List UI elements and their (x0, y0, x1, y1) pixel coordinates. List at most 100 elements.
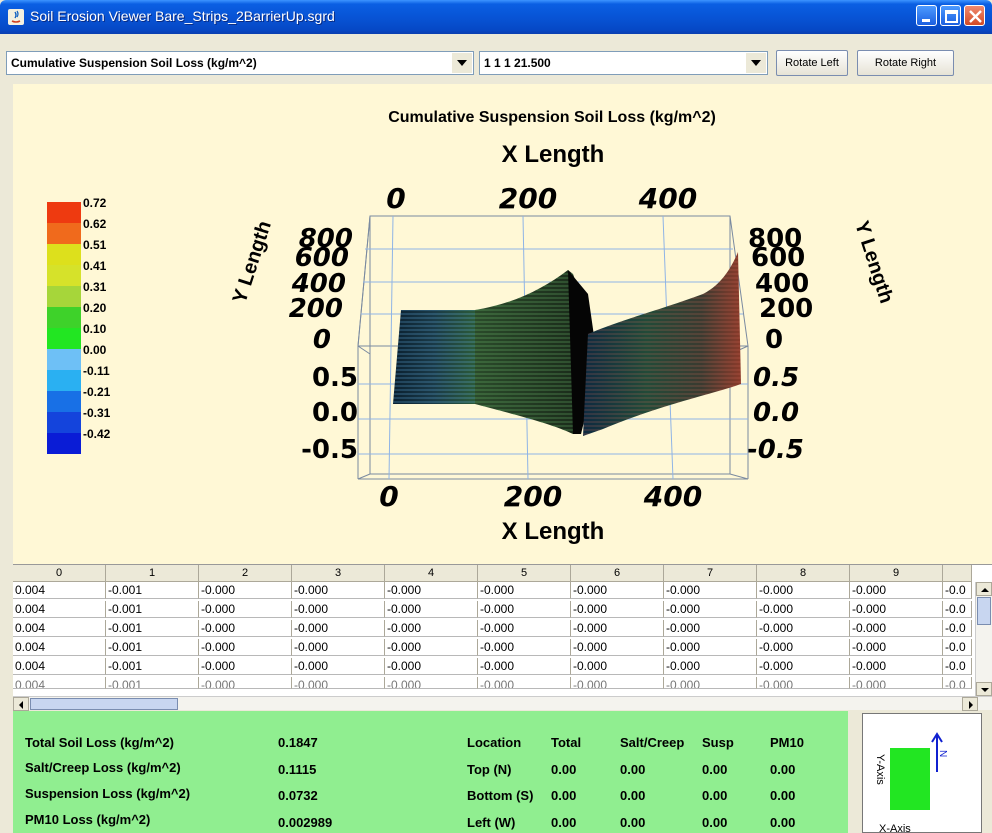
table-cell[interactable]: -0.001 (106, 658, 199, 675)
table-cell[interactable]: -0.000 (571, 639, 664, 656)
column-header[interactable]: 2 (199, 565, 292, 582)
table-cell[interactable]: -0.000 (292, 582, 385, 599)
table-cell[interactable]: -0.000 (385, 658, 478, 675)
table-cell[interactable]: -0.000 (571, 601, 664, 618)
table-cell[interactable]: -0.000 (199, 677, 292, 689)
table-cell[interactable]: -0.000 (757, 620, 850, 637)
table-cell[interactable]: -0.000 (385, 582, 478, 599)
table-cell[interactable]: -0.000 (199, 582, 292, 599)
time-select[interactable]: 1 1 1 21.500 (479, 51, 768, 75)
table-cell[interactable]: -0.000 (292, 620, 385, 637)
table-cell[interactable]: -0.000 (478, 639, 571, 656)
table-cell[interactable]: -0.000 (757, 639, 850, 656)
variable-select[interactable]: Cumulative Suspension Soil Loss (kg/m^2) (6, 51, 474, 75)
table-cell[interactable]: -0.0 (943, 639, 972, 656)
scroll-right-button[interactable] (962, 697, 978, 711)
table-cell[interactable]: -0.000 (571, 620, 664, 637)
table-cell[interactable]: -0.0 (943, 601, 972, 618)
table-cell[interactable]: -0.000 (664, 601, 757, 618)
table-cell[interactable]: -0.000 (292, 658, 385, 675)
table-cell[interactable]: -0.000 (478, 677, 571, 689)
surface-plot[interactable]: Cumulative Suspension Soil Loss (kg/m^2)… (13, 84, 992, 564)
rotate-right-button[interactable]: Rotate Right (857, 50, 954, 76)
table-cell[interactable]: -0.0 (943, 620, 972, 637)
table-cell[interactable]: -0.0 (943, 677, 972, 689)
table-cell[interactable]: -0.000 (385, 620, 478, 637)
column-header[interactable]: 8 (757, 565, 850, 582)
table-cell[interactable]: -0.0 (943, 582, 972, 599)
table-cell[interactable]: -0.000 (571, 582, 664, 599)
chart-panel[interactable]: Cumulative Suspension Soil Loss (kg/m^2)… (13, 84, 992, 564)
table-cell[interactable]: 0.004 (13, 620, 106, 637)
table-cell[interactable]: -0.000 (478, 658, 571, 675)
table-cell[interactable]: -0.000 (850, 658, 943, 675)
table-cell[interactable]: 0.004 (13, 582, 106, 599)
title-bar[interactable]: Soil Erosion Viewer Bare_Strips_2Barrier… (0, 0, 992, 34)
table-cell[interactable]: -0.000 (664, 620, 757, 637)
vertical-scrollbar[interactable] (975, 582, 992, 696)
table-cell[interactable]: -0.000 (199, 658, 292, 675)
table-cell[interactable]: -0.000 (757, 601, 850, 618)
column-header[interactable]: 7 (664, 565, 757, 582)
table-cell[interactable]: 0.004 (13, 601, 106, 618)
table-cell[interactable]: 0.004 (13, 677, 106, 689)
column-header[interactable] (943, 565, 972, 582)
table-cell[interactable]: -0.000 (292, 601, 385, 618)
table-cell[interactable]: -0.000 (385, 639, 478, 656)
column-header[interactable]: 0 (13, 565, 106, 582)
table-cell[interactable]: -0.000 (850, 677, 943, 689)
table-cell[interactable]: -0.0 (943, 658, 972, 675)
table-cell[interactable]: -0.000 (199, 639, 292, 656)
column-header[interactable]: 6 (571, 565, 664, 582)
scroll-left-button[interactable] (13, 697, 29, 711)
scroll-down-button[interactable] (976, 682, 992, 696)
table-cell[interactable]: -0.000 (757, 658, 850, 675)
table-cell[interactable]: -0.001 (106, 582, 199, 599)
column-header[interactable]: 1 (106, 565, 199, 582)
table-cell[interactable]: -0.001 (106, 639, 199, 656)
table-cell[interactable]: -0.001 (106, 601, 199, 618)
column-header[interactable]: 5 (478, 565, 571, 582)
scroll-up-button[interactable] (976, 582, 992, 596)
table-cell[interactable]: -0.000 (478, 582, 571, 599)
legend-label: -0.31 (83, 406, 111, 420)
table-cell[interactable]: -0.000 (664, 639, 757, 656)
table-cell[interactable]: -0.000 (571, 658, 664, 675)
close-button[interactable] (964, 5, 985, 26)
table-cell[interactable]: -0.001 (106, 620, 199, 637)
table-cell[interactable]: -0.000 (478, 620, 571, 637)
table-cell[interactable]: -0.000 (199, 620, 292, 637)
column-header[interactable]: 3 (292, 565, 385, 582)
legend-swatch (47, 202, 81, 223)
variable-select-arrow[interactable] (452, 53, 472, 73)
table-cell[interactable]: -0.000 (199, 601, 292, 618)
table-cell[interactable]: -0.000 (292, 677, 385, 689)
table-cell[interactable]: -0.000 (850, 582, 943, 599)
time-select-arrow[interactable] (746, 53, 766, 73)
minimize-button[interactable] (916, 5, 937, 26)
table-cell[interactable]: -0.000 (478, 601, 571, 618)
table-cell[interactable]: -0.000 (757, 677, 850, 689)
horizontal-scrollbar[interactable] (13, 696, 992, 711)
table-cell[interactable]: 0.004 (13, 639, 106, 656)
table-cell[interactable]: -0.000 (850, 620, 943, 637)
column-header[interactable]: 9 (850, 565, 943, 582)
table-cell[interactable]: -0.000 (385, 601, 478, 618)
column-header[interactable]: 4 (385, 565, 478, 582)
rotate-left-button[interactable]: Rotate Left (776, 50, 848, 76)
table-cell[interactable]: -0.000 (850, 639, 943, 656)
table-cell[interactable]: -0.000 (571, 677, 664, 689)
scroll-thumb[interactable] (30, 698, 178, 710)
table-cell[interactable]: -0.000 (850, 601, 943, 618)
table-cell[interactable]: -0.000 (664, 677, 757, 689)
table-cell[interactable]: -0.000 (664, 658, 757, 675)
scroll-thumb[interactable] (977, 597, 991, 625)
table-cell[interactable]: 0.004 (13, 658, 106, 675)
table-cell[interactable]: -0.000 (292, 639, 385, 656)
maximize-button[interactable] (940, 5, 961, 26)
table-cell[interactable]: -0.000 (757, 582, 850, 599)
table-cell[interactable]: -0.000 (385, 677, 478, 689)
table-cell[interactable]: -0.000 (664, 582, 757, 599)
table-cell[interactable]: -0.001 (106, 677, 199, 689)
